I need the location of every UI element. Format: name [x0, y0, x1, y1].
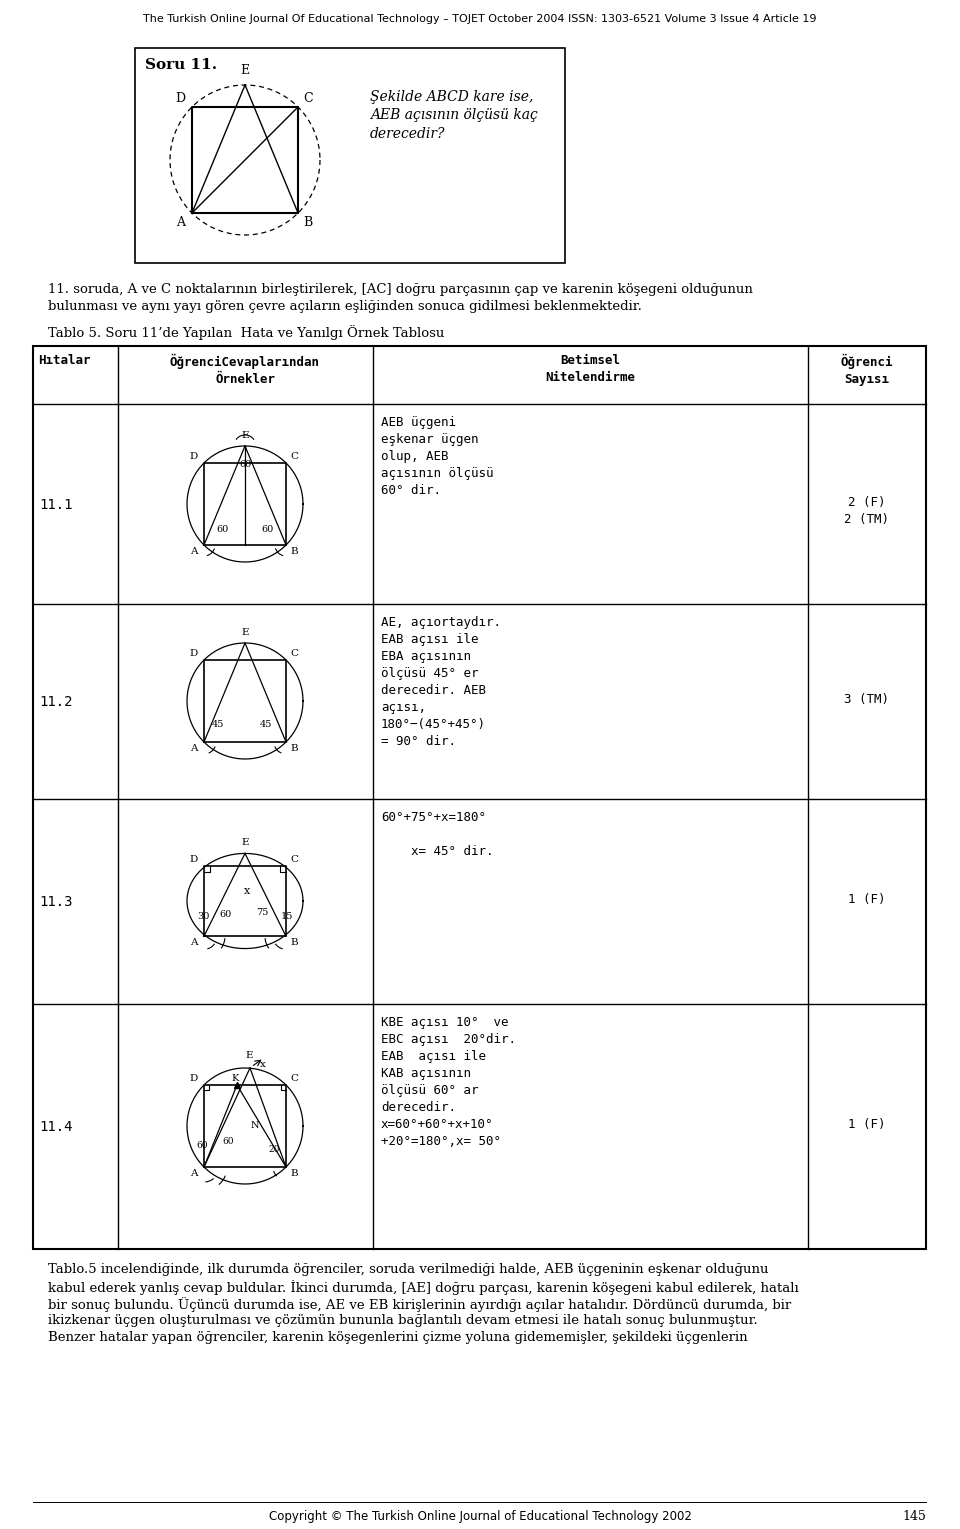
Text: AE, açıortaydır.
EAB açısı ile
EBA açısının
ölçüsü 45° er
derecedir. AEB
açısı,
: AE, açıortaydır. EAB açısı ile EBA açısı…: [381, 616, 501, 748]
Text: N: N: [251, 1121, 259, 1130]
Text: C: C: [303, 92, 313, 106]
Text: B: B: [303, 216, 312, 229]
Text: Copyright © The Turkish Online Journal of Educational Technology 2002: Copyright © The Turkish Online Journal o…: [269, 1511, 691, 1523]
Text: B: B: [290, 1170, 298, 1177]
Text: E: E: [241, 628, 249, 638]
Text: K: K: [231, 1073, 239, 1083]
Text: 1 (F): 1 (F): [849, 893, 886, 907]
Text: 45: 45: [260, 720, 273, 729]
Text: 2 (F)
2 (TM): 2 (F) 2 (TM): [845, 495, 890, 526]
Text: D: D: [190, 648, 198, 657]
Text: E: E: [241, 431, 249, 440]
Text: 11. soruda, A ve C noktalarının birleştirilerek, [AC] doğru parçasının çap ve ka: 11. soruda, A ve C noktalarının birleşti…: [48, 283, 753, 297]
Text: 75: 75: [255, 908, 268, 917]
Text: 60: 60: [220, 910, 232, 919]
Text: E: E: [241, 838, 249, 847]
Text: D: D: [190, 1073, 198, 1083]
Text: A: A: [190, 547, 198, 557]
Text: C: C: [290, 453, 298, 460]
Text: D: D: [175, 92, 185, 106]
Bar: [135, 47, 565, 263]
Text: D: D: [190, 453, 198, 460]
Text: D: D: [190, 855, 198, 864]
Text: 1 (F): 1 (F): [849, 1118, 886, 1131]
Text: Tablo 5. Soru 11’de Yapılan  Hata ve Yanılgı Örnek Tablosu: Tablo 5. Soru 11’de Yapılan Hata ve Yanı…: [48, 326, 444, 339]
Text: B: B: [290, 547, 298, 557]
Text: x: x: [244, 885, 251, 896]
Text: 30: 30: [197, 913, 209, 922]
Text: Şekilde ABCD kare ise,
AEB açısının ölçüsü kaç
derecedir?: Şekilde ABCD kare ise, AEB açısının ölçü…: [370, 90, 538, 141]
Text: 60: 60: [261, 524, 274, 534]
Text: Öğrenci
Sayısı: Öğrenci Sayısı: [841, 355, 893, 387]
Text: C: C: [290, 855, 298, 864]
Text: 45: 45: [212, 720, 225, 729]
Text: 11.1: 11.1: [39, 498, 73, 512]
Text: 11.2: 11.2: [39, 696, 73, 709]
Text: bulunması ve aynı yayı gören çevre açıların eşliğinden sonuca gidilmesi beklenme: bulunması ve aynı yayı gören çevre açıla…: [48, 300, 642, 313]
Text: A: A: [176, 216, 185, 229]
Text: 60°+75°+x=180°

    x= 45° dir.: 60°+75°+x=180° x= 45° dir.: [381, 810, 493, 858]
Text: 60: 60: [196, 1141, 207, 1150]
Text: 11.3: 11.3: [39, 894, 73, 910]
Text: E: E: [245, 1050, 252, 1060]
Text: 60: 60: [240, 460, 252, 469]
Text: KBE açısı 10°  ve
EBC açısı  20°dir.
EAB  açısı ile
KAB açısının
ölçüsü 60° ar
d: KBE açısı 10° ve EBC açısı 20°dir. EAB a…: [381, 1015, 516, 1148]
Text: C: C: [290, 648, 298, 657]
Text: ÖğrenciCevaplarından
Örnekler: ÖğrenciCevaplarından Örnekler: [170, 355, 320, 387]
Text: 3 (TM): 3 (TM): [845, 693, 890, 706]
Text: Betimsel
Nitelendirme: Betimsel Nitelendirme: [545, 355, 635, 384]
Text: Tablo.5 incelendiğinde, ilk durumda öğrenciler, soruda verilmediği halde, AEB üç: Tablo.5 incelendiğinde, ilk durumda öğre…: [48, 1263, 769, 1277]
Text: ikizkenar üçgen oluşturulması ve çözümün bununla bağlantılı devam etmesi ile hat: ikizkenar üçgen oluşturulması ve çözümün…: [48, 1313, 757, 1327]
Text: 145: 145: [902, 1511, 926, 1523]
Text: 11.4: 11.4: [39, 1121, 73, 1135]
Text: The Turkish Online Journal Of Educational Technology – TOJET October 2004 ISSN: : The Turkish Online Journal Of Educationa…: [143, 14, 817, 24]
Text: 60: 60: [222, 1138, 233, 1147]
Text: B: B: [290, 745, 298, 752]
Text: Hıtalar: Hıtalar: [38, 355, 90, 367]
Text: A: A: [190, 1170, 198, 1177]
Text: B: B: [290, 939, 298, 948]
Text: x: x: [260, 1060, 266, 1069]
Text: kabul ederek yanlış cevap buldular. İkinci durumda, [AE] doğru parçası, karenin : kabul ederek yanlış cevap buldular. İkin…: [48, 1280, 799, 1295]
Text: Benzer hatalar yapan öğrenciler, karenin köşegenlerini çizme yoluna gidememişler: Benzer hatalar yapan öğrenciler, karenin…: [48, 1332, 748, 1344]
Text: 20: 20: [269, 1145, 279, 1154]
Bar: [33, 346, 926, 1249]
Text: A: A: [190, 939, 198, 948]
Text: E: E: [240, 64, 250, 76]
Text: AEB üçgeni
eşkenar üçgen
olup, AEB
açısının ölçüsü
60° dir.: AEB üçgeni eşkenar üçgen olup, AEB açısı…: [381, 416, 493, 497]
Text: 15: 15: [281, 913, 293, 922]
Text: C: C: [290, 1073, 298, 1083]
Text: Soru 11.: Soru 11.: [145, 58, 217, 72]
Text: bir sonuç bulundu. Üçüncü durumda ise, AE ve EB kirişlerinin ayırdığı açılar hat: bir sonuç bulundu. Üçüncü durumda ise, A…: [48, 1297, 791, 1312]
Text: 60: 60: [216, 524, 228, 534]
Text: A: A: [190, 745, 198, 752]
